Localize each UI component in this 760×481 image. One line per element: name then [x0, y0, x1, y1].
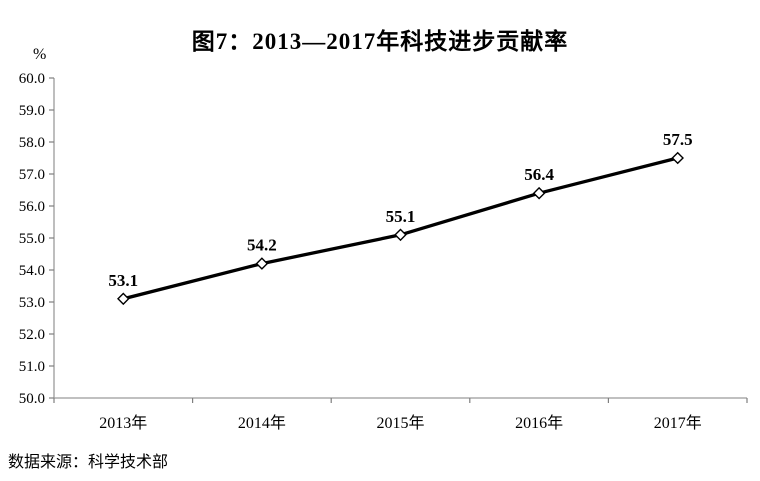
y-axis-tick-label: 52.0	[19, 327, 45, 343]
y-axis-tick-label: 57.0	[19, 167, 45, 183]
y-axis-tick-label: 53.0	[19, 295, 45, 311]
data-point-label: 56.4	[524, 165, 554, 184]
line-chart-canvas: 50.0 51.0 52.0 53.0 54.0 55.0 56.0 57.0 58.0 59.0…	[19, 71, 748, 432]
x-axis-label: 2013年	[99, 414, 147, 432]
y-axis-tick-label: 51.0	[19, 359, 45, 375]
y-axis-unit-label: %	[33, 46, 47, 63]
y-axis-tick-label: 55.0	[19, 231, 45, 247]
chart-title: 图7：2013—2017年科技进步贡献率	[191, 29, 569, 54]
x-axis-label: 2015年	[376, 414, 424, 432]
data-point-label: 55.1	[386, 207, 416, 226]
data-line	[121, 156, 680, 301]
source-note: 数据来源：科学技术部	[8, 454, 169, 471]
data-point-label: 54.2	[247, 236, 277, 255]
data-point-marker	[671, 151, 684, 165]
y-axis-tick-label: 50.0	[19, 391, 45, 407]
data-point-marker	[532, 186, 546, 200]
y-axis-tick-label: 56.0	[19, 199, 45, 215]
data-point-label: 57.5	[663, 130, 693, 149]
data-point-marker	[255, 257, 269, 270]
y-axis-tick-label: 54.0	[19, 263, 45, 279]
data-point-marker	[117, 292, 130, 306]
x-axis-label: 2014年	[238, 414, 286, 432]
x-axis-label: 2016年	[515, 414, 563, 432]
y-axis-tick-label: 60.0	[19, 71, 45, 87]
data-point-label: 53.1	[108, 271, 138, 290]
y-axis-tick-label: 59.0	[19, 103, 45, 119]
x-axis-label: 2017年	[654, 414, 702, 432]
y-axis-tick-label: 58.0	[19, 135, 45, 151]
data-point-marker	[394, 228, 407, 242]
